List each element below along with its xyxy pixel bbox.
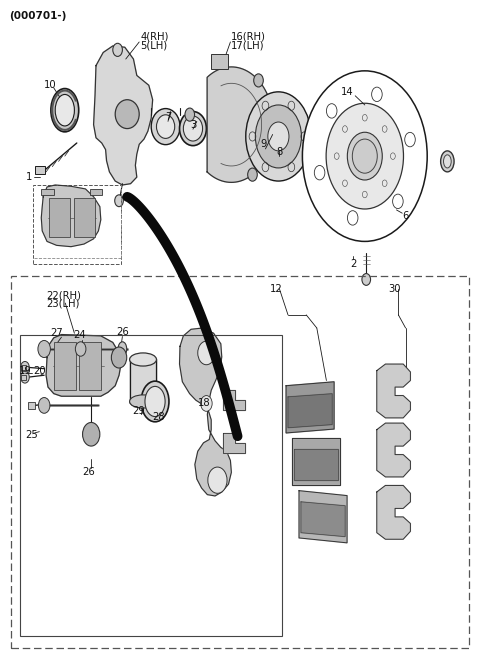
Text: 12: 12 [270, 283, 282, 294]
Circle shape [113, 43, 122, 56]
Polygon shape [301, 502, 345, 537]
Text: 25: 25 [25, 430, 37, 440]
Text: (000701-): (000701-) [9, 11, 66, 22]
Polygon shape [377, 485, 410, 539]
Text: 3: 3 [190, 119, 196, 130]
Ellipse shape [151, 108, 180, 144]
Circle shape [201, 396, 212, 411]
Polygon shape [377, 364, 410, 418]
Text: 27: 27 [50, 328, 63, 338]
Circle shape [326, 103, 404, 209]
Circle shape [21, 371, 29, 383]
Ellipse shape [51, 89, 79, 132]
Circle shape [111, 347, 127, 368]
Text: 14: 14 [341, 87, 354, 97]
Circle shape [38, 398, 50, 413]
Circle shape [198, 341, 215, 365]
Text: 19: 19 [19, 366, 31, 377]
Circle shape [38, 340, 50, 358]
Ellipse shape [183, 116, 203, 141]
Ellipse shape [130, 353, 156, 366]
Bar [74, 198, 95, 237]
Polygon shape [292, 438, 340, 485]
Text: 28: 28 [152, 412, 165, 422]
Ellipse shape [115, 100, 139, 129]
Circle shape [248, 168, 257, 181]
Circle shape [83, 422, 100, 446]
Text: 7: 7 [165, 112, 171, 122]
Polygon shape [299, 491, 347, 543]
Text: 8: 8 [276, 147, 283, 157]
Ellipse shape [156, 115, 175, 138]
Bar [28, 402, 35, 409]
Polygon shape [377, 423, 410, 477]
Circle shape [115, 195, 123, 207]
Circle shape [362, 274, 371, 285]
Ellipse shape [141, 381, 169, 422]
Text: 26: 26 [116, 327, 129, 337]
Text: 29: 29 [132, 405, 144, 416]
Bar [35, 166, 45, 174]
Bar [130, 359, 156, 401]
Text: 20: 20 [33, 366, 46, 377]
Text: 17(LH): 17(LH) [231, 40, 265, 51]
Text: 5(LH): 5(LH) [141, 40, 168, 51]
Polygon shape [94, 46, 153, 185]
Text: 2: 2 [350, 258, 357, 269]
Circle shape [352, 139, 377, 173]
Bar [54, 342, 76, 390]
Polygon shape [46, 335, 121, 396]
Text: 18: 18 [198, 398, 211, 409]
Bar [21, 375, 26, 380]
Bar [41, 189, 54, 195]
Ellipse shape [444, 155, 451, 168]
Ellipse shape [180, 112, 206, 146]
Bar [90, 189, 102, 195]
Circle shape [348, 133, 382, 180]
Bar [21, 365, 26, 370]
Polygon shape [223, 390, 245, 410]
Polygon shape [286, 382, 334, 433]
Text: 26: 26 [83, 467, 95, 478]
Polygon shape [294, 449, 338, 480]
Ellipse shape [441, 151, 454, 172]
Polygon shape [180, 328, 231, 496]
Polygon shape [41, 185, 101, 247]
Text: 4(RH): 4(RH) [141, 31, 169, 42]
Circle shape [21, 361, 29, 373]
Bar [33, 185, 121, 264]
Bar [211, 54, 228, 69]
Ellipse shape [55, 94, 74, 126]
Text: 24: 24 [73, 330, 85, 340]
Polygon shape [288, 394, 332, 428]
Circle shape [302, 71, 427, 241]
Text: 22(RH): 22(RH) [46, 290, 81, 300]
Circle shape [246, 92, 311, 181]
Text: 23(LH): 23(LH) [46, 298, 80, 308]
Bar [20, 335, 282, 636]
Text: 1: 1 [25, 172, 32, 182]
Bar [79, 342, 101, 390]
Circle shape [268, 122, 289, 151]
Bar [49, 198, 70, 237]
Circle shape [185, 108, 194, 121]
Text: 6: 6 [402, 211, 409, 222]
Ellipse shape [145, 386, 165, 417]
Circle shape [75, 342, 86, 356]
Text: 10: 10 [44, 80, 57, 91]
Text: 16(RH): 16(RH) [231, 31, 266, 42]
Text: 9: 9 [261, 139, 267, 150]
Text: 30: 30 [388, 283, 401, 294]
Circle shape [254, 74, 264, 87]
Polygon shape [223, 433, 245, 453]
Bar [11, 276, 469, 648]
Ellipse shape [130, 395, 156, 408]
Circle shape [208, 467, 227, 493]
Polygon shape [207, 67, 274, 182]
Circle shape [255, 105, 301, 168]
Ellipse shape [118, 342, 127, 356]
